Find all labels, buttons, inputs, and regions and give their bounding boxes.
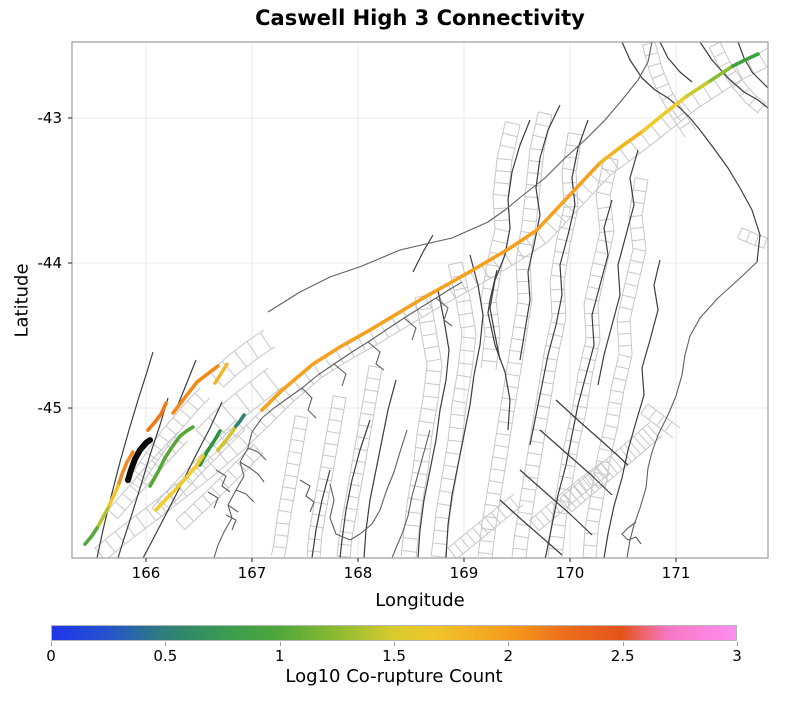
chart-title: Caswell High 3 Connectivity bbox=[255, 6, 585, 30]
fault-section-alpine-main-greenyellow bbox=[708, 64, 735, 83]
x-tick-label-170: 170 bbox=[555, 564, 585, 582]
x-tick-label-166: 166 bbox=[131, 564, 161, 582]
x-tick-label-167: 167 bbox=[237, 564, 267, 582]
colorbar-tick-mark bbox=[622, 642, 624, 646]
fault-polygon-ladders bbox=[94, 42, 768, 558]
fault-section-alpine-main-yellow bbox=[641, 94, 689, 133]
colorbar-tick-label-0.5: 0.5 bbox=[153, 647, 178, 665]
axis-ticks bbox=[68, 117, 677, 562]
fault-section-alpine-main-green bbox=[731, 52, 760, 68]
colorbar-tick-label-1: 1 bbox=[274, 647, 285, 665]
fault-section-cluster-green-long bbox=[148, 425, 195, 488]
fault-section-cluster-west-orange bbox=[116, 450, 135, 488]
colorbar-tick-label-0: 0 bbox=[46, 647, 56, 665]
colorbar-tick-mark bbox=[165, 642, 167, 646]
colorbar-tick-mark bbox=[508, 642, 510, 646]
y-tick-label--43: -43 bbox=[37, 108, 63, 127]
y-tick-label--45: -45 bbox=[37, 399, 63, 418]
fault-section-alpine-main-yellowgreen bbox=[685, 79, 712, 98]
x-tick-label-171: 171 bbox=[661, 564, 691, 582]
colorbar-tick-label-2.5: 2.5 bbox=[610, 647, 635, 665]
fault-section-cluster-west-green bbox=[83, 526, 99, 546]
colorbar-tick-label-1.5: 1.5 bbox=[382, 647, 406, 665]
colorbar-gradient bbox=[51, 625, 737, 641]
x-tick-label-169: 169 bbox=[449, 564, 479, 582]
colorbar-tick-mark bbox=[737, 642, 738, 646]
fault-section-source-caswell-high-3 bbox=[124, 437, 154, 484]
fault-section-cluster-orange-short bbox=[213, 362, 229, 385]
colorbar-tick-mark bbox=[51, 642, 52, 646]
fault-section-alpine-main-yellow-orange bbox=[598, 129, 645, 165]
fault-section-cluster-teal bbox=[234, 413, 246, 428]
fault-section-cluster-redorange bbox=[146, 401, 168, 432]
fault-section-cluster-west-yellowgreen bbox=[95, 506, 110, 530]
map-layers bbox=[83, 42, 768, 558]
fault-section-cluster-orange-curve bbox=[171, 364, 220, 415]
colorbar-tick-label-3: 3 bbox=[732, 647, 742, 665]
gridlines bbox=[72, 42, 768, 558]
fault-section-alpine-main-orange bbox=[260, 161, 602, 412]
fault-section-cluster-olive bbox=[216, 426, 237, 452]
x-axis-label: Longitude bbox=[375, 590, 465, 611]
fault-section-cluster-west-yellow bbox=[106, 484, 120, 510]
highlighted-fault-sections bbox=[83, 52, 760, 546]
colorbar-tick-mark bbox=[279, 642, 281, 646]
coastline bbox=[207, 42, 758, 558]
colorbar-label: Log10 Co-rupture Count bbox=[285, 666, 503, 687]
x-tick-label-168: 168 bbox=[343, 564, 373, 582]
colorbar-tick-label-2: 2 bbox=[503, 647, 514, 665]
fault-section-cluster-yellow bbox=[154, 454, 205, 512]
colorbar-tick-mark bbox=[394, 642, 395, 646]
y-tick-label--44: -44 bbox=[37, 254, 63, 273]
plot-border bbox=[71, 41, 769, 559]
